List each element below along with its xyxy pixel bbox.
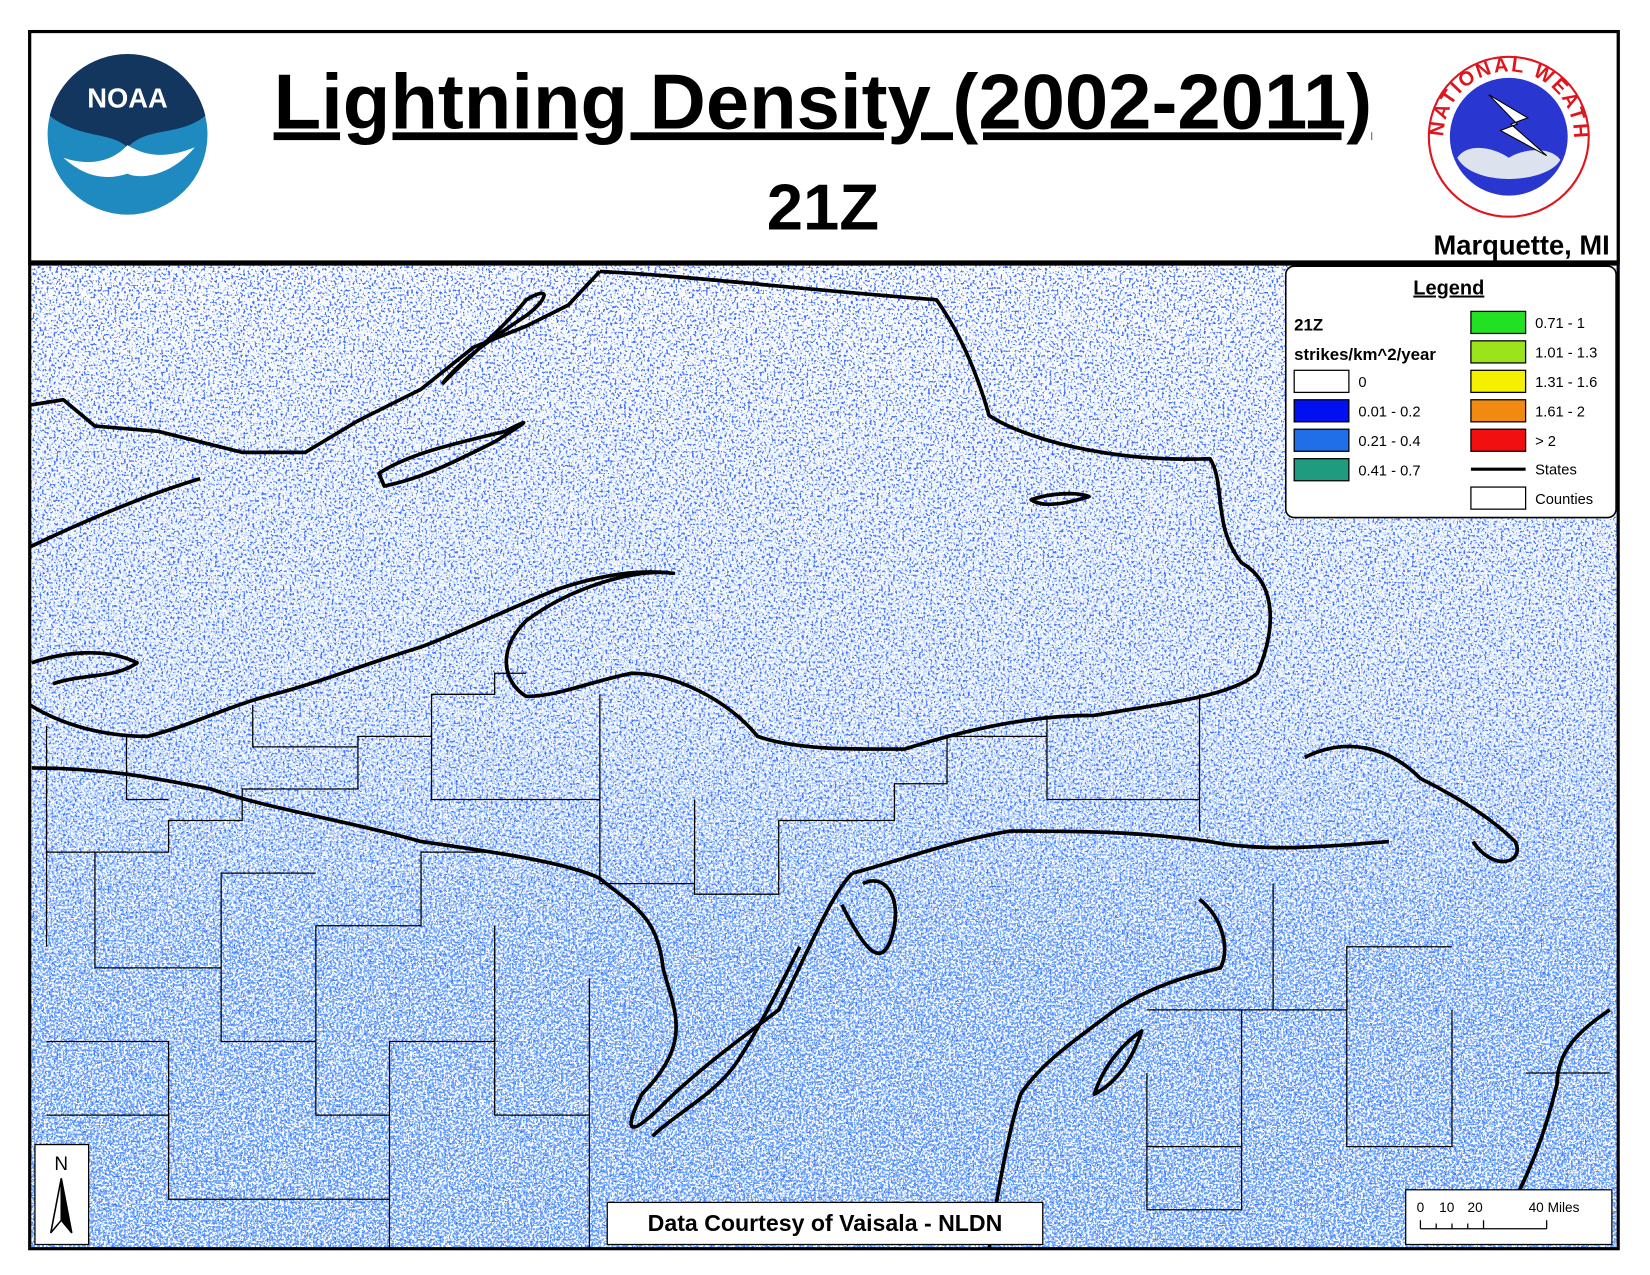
legend-title: Legend xyxy=(1413,278,1484,300)
noaa-gull xyxy=(63,145,195,177)
legend-hour: 21Z xyxy=(1294,315,1323,334)
legend-label: 0.71 - 1 xyxy=(1535,316,1585,332)
legend-units: strikes/km^2/year xyxy=(1294,345,1436,364)
legend-label: 0 xyxy=(1358,375,1366,391)
noaa-text: NOAA xyxy=(87,82,168,113)
scale-bar: 0 10 20 40 Miles xyxy=(1405,1189,1613,1246)
legend-label: 0.21 - 0.4 xyxy=(1358,434,1420,450)
office: Marquette, MI xyxy=(1434,230,1610,261)
credit-box xyxy=(606,1201,1044,1246)
legend-label: > 2 xyxy=(1535,434,1556,450)
north-label: N xyxy=(54,1154,68,1175)
legend-swatch xyxy=(1293,399,1350,423)
legend-counties-swatch xyxy=(1470,486,1527,510)
legend-counties: Counties xyxy=(1535,492,1593,508)
scale-label: 20 xyxy=(1468,1200,1484,1215)
header-box xyxy=(28,29,1620,265)
scale-label: 10 xyxy=(1439,1200,1455,1215)
states xyxy=(28,269,1611,1249)
legend: Legend 21Z strikes/km^2/year States Coun… xyxy=(1284,265,1617,519)
legend-swatch xyxy=(1470,310,1527,335)
counties xyxy=(45,672,1610,1249)
legend-swatch xyxy=(1470,428,1527,452)
legend-swatch xyxy=(1470,399,1527,423)
credit: Data Courtesy of Vaisala - NLDN xyxy=(648,1210,1003,1236)
legend-box xyxy=(1284,265,1617,519)
scale-ticks xyxy=(1419,1220,1548,1230)
legend-label: 1.61 - 2 xyxy=(1535,405,1585,421)
legend-swatch xyxy=(1293,369,1350,394)
title: Lightning Density (2002-2011) xyxy=(274,59,1373,145)
scale-box xyxy=(1405,1189,1613,1246)
legend-states: States xyxy=(1535,462,1577,478)
legend-swatch xyxy=(1470,340,1527,364)
subtitle: 21Z xyxy=(767,170,879,243)
north-arrow-half xyxy=(61,1178,72,1233)
legend-label: 0.01 - 0.2 xyxy=(1358,405,1420,421)
scale-label: 40 Miles xyxy=(1529,1200,1580,1215)
noaa-logo: NOAA xyxy=(47,53,208,215)
nws-bolt xyxy=(1488,94,1548,157)
legend-swatch xyxy=(1470,369,1527,394)
legend-swatch xyxy=(1293,428,1350,452)
nws-cloud xyxy=(1457,147,1561,179)
legend-label: 1.01 - 1.3 xyxy=(1535,346,1597,362)
legend-label: 0.41 - 0.7 xyxy=(1358,463,1420,479)
legend-label: 1.31 - 1.6 xyxy=(1535,375,1597,391)
noaa-top xyxy=(49,53,206,148)
scale-label: 0 xyxy=(1417,1200,1425,1215)
legend-swatch xyxy=(1293,458,1350,482)
